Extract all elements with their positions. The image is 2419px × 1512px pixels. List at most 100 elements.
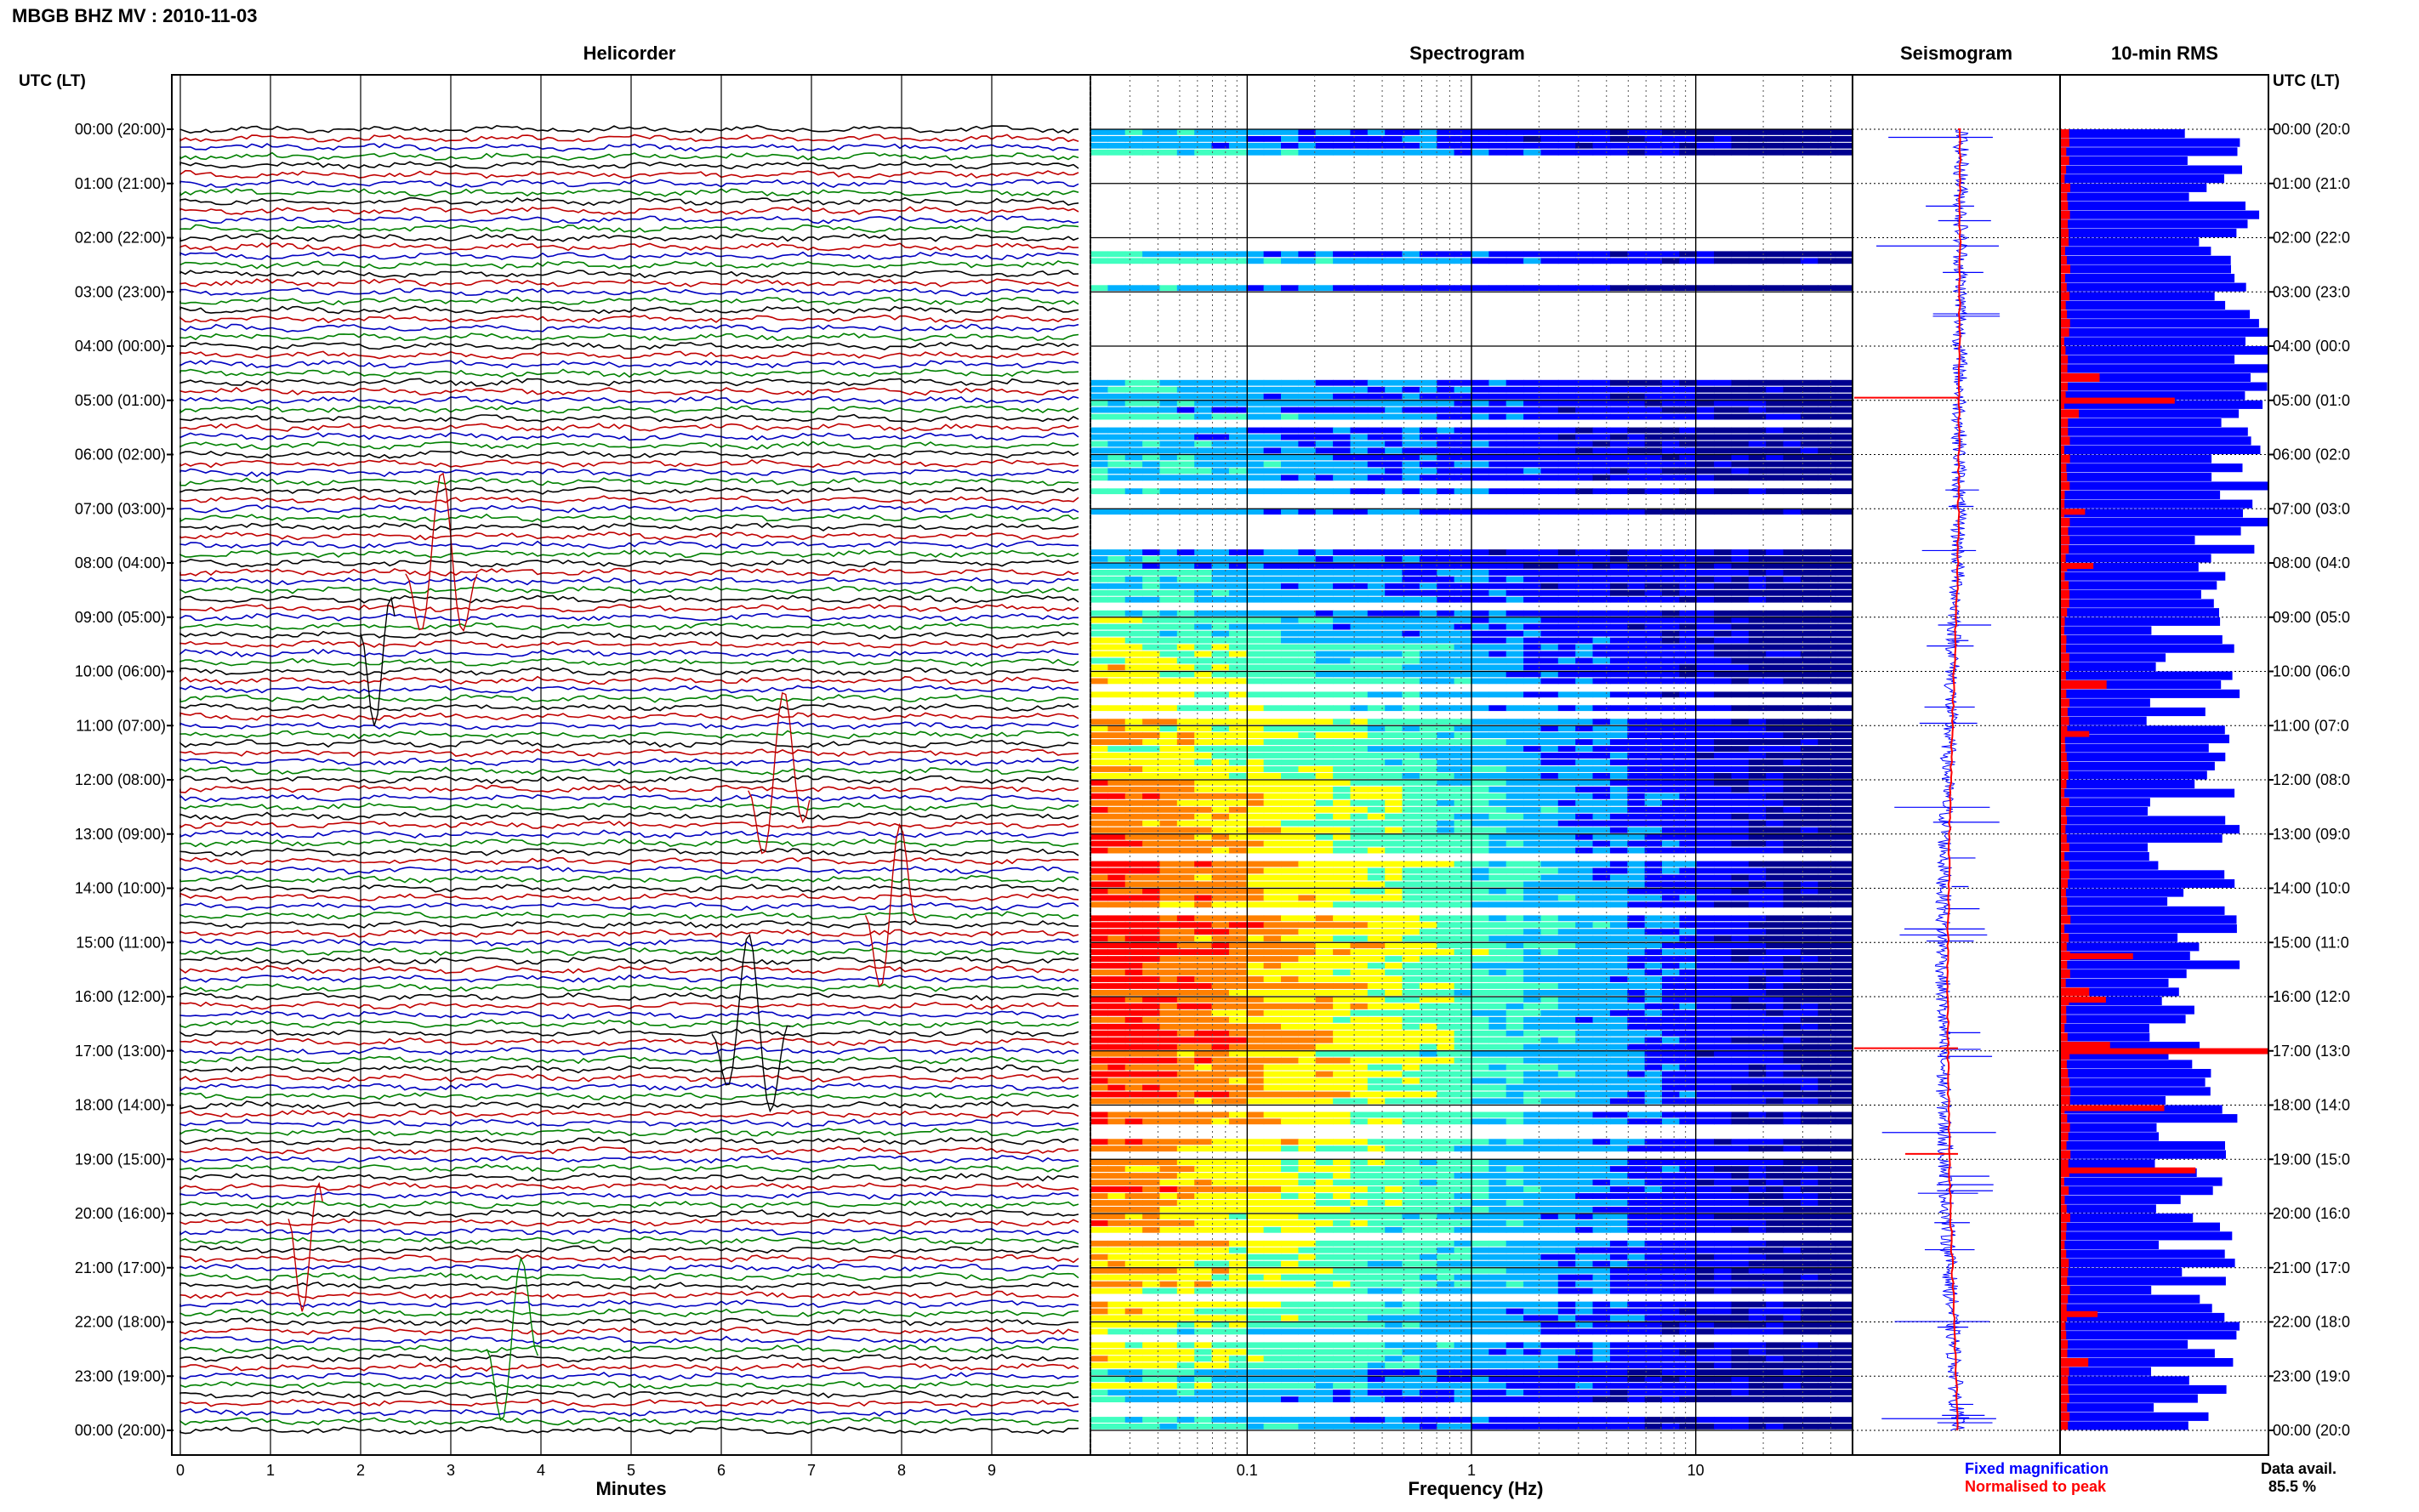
spectrogram-cell — [1592, 1166, 1611, 1172]
spectrogram-cell — [1505, 1098, 1524, 1105]
spectrogram-cell — [1228, 651, 1247, 657]
spectrogram-cell — [1505, 434, 1524, 441]
spectrogram-cell — [1592, 759, 1611, 765]
spectrogram-cell — [1818, 766, 1836, 772]
spectrogram-cell — [1696, 258, 1715, 264]
spectrogram-cell — [1281, 719, 1299, 725]
spectrogram-cell — [1281, 434, 1299, 441]
spectrogram-cell — [1090, 867, 1108, 874]
spectrogram-cell — [1211, 1023, 1230, 1030]
spectrogram-cell — [1263, 610, 1282, 617]
spectrogram-cell — [1090, 1118, 1108, 1125]
spectrogram-cell — [1523, 787, 1542, 793]
spectrogram-cell — [1505, 1077, 1524, 1084]
spectrogram-cell — [1107, 1023, 1126, 1030]
spectrogram-cell — [1419, 719, 1437, 725]
spectrogram-cell — [1523, 874, 1542, 881]
spectrogram-cell — [1454, 1166, 1472, 1172]
spectrogram-cell — [1211, 799, 1230, 806]
spectrogram-cell — [1419, 806, 1437, 813]
spectrogram-cell — [1766, 379, 1784, 386]
spectrogram-cell — [1367, 1091, 1386, 1098]
spectrogram-cell — [1748, 1064, 1767, 1071]
spectrogram-cell — [1228, 434, 1247, 441]
spectrogram-cell — [1575, 563, 1594, 569]
spectrogram-cell — [1609, 1043, 1628, 1050]
spectrogram-cell — [1557, 847, 1576, 854]
spectrogram-cell — [1505, 759, 1524, 765]
spectrogram-cell — [1090, 997, 1108, 1003]
spectrogram-cell — [1748, 1057, 1767, 1064]
spectrogram-cell — [1419, 759, 1437, 765]
spectrogram-cell — [1107, 746, 1126, 752]
spectrogram-cell — [1176, 630, 1195, 637]
spectrogram-cell — [1194, 1193, 1213, 1199]
spectrogram-cell — [1523, 942, 1542, 949]
spectrogram-cell — [1471, 935, 1489, 942]
spectrogram-cell — [1263, 1118, 1282, 1125]
spectrogram-cell — [1350, 596, 1369, 603]
spectrogram-cell — [1315, 285, 1334, 292]
spectrogram-cell — [1298, 691, 1317, 698]
spectrogram-cell — [1505, 1111, 1524, 1118]
spectrogram-cell — [1124, 1003, 1143, 1009]
spectrogram-cell — [1124, 949, 1143, 955]
spectrogram-cell — [1194, 840, 1213, 847]
spectrogram-cell — [1107, 753, 1126, 759]
spectrogram-cell — [1263, 840, 1282, 847]
spectrogram-cell — [1159, 827, 1178, 833]
spectrogram-cell — [1367, 969, 1386, 975]
spectrogram-cell — [1107, 1009, 1126, 1016]
spectrogram-cell — [1298, 766, 1317, 772]
spectrogram-cell — [1402, 576, 1420, 583]
spectrogram-cell — [1627, 393, 1646, 400]
spectrogram-cell — [1281, 942, 1299, 949]
spectrogram-cell — [1402, 895, 1420, 901]
spectrogram-cell — [1731, 1016, 1750, 1023]
spectrogram-cell — [1263, 1186, 1282, 1192]
spectrogram-cell — [1298, 1037, 1317, 1043]
spectrogram-cell — [1523, 766, 1542, 772]
spectrogram-cell — [1627, 1037, 1646, 1043]
spectrogram-cell — [1142, 251, 1161, 258]
spectrogram-cell — [1333, 969, 1352, 975]
spectrogram-cell — [1748, 596, 1767, 603]
spectrogram-cell — [1731, 1214, 1750, 1219]
spectrogram-cell — [1090, 787, 1108, 793]
spectrogram-cell — [1298, 576, 1317, 583]
spectrogram-cell — [1783, 488, 1801, 495]
spectrogram-cell — [1835, 1057, 1853, 1064]
spectrogram-cell — [1263, 285, 1282, 292]
spectrogram-cell — [1350, 136, 1369, 142]
spectrogram-cell — [1748, 136, 1767, 142]
spectrogram-cell — [1350, 732, 1369, 738]
spectrogram-cell — [1488, 1084, 1507, 1091]
spectrogram-cell — [1783, 610, 1801, 617]
spectrogram-cell — [1662, 1207, 1680, 1213]
spectrogram-cell — [1385, 787, 1403, 793]
spectrogram-cell — [1505, 867, 1524, 874]
spectrogram-cell — [1835, 1077, 1853, 1084]
spectrogram-cell — [1662, 149, 1680, 156]
spectrogram-cell — [1385, 1179, 1403, 1185]
spectrogram-cell — [1505, 1200, 1524, 1206]
spectrogram-cell — [1471, 813, 1489, 820]
spectrogram-cell — [1731, 1166, 1750, 1172]
spectrogram-cell — [1540, 136, 1559, 142]
spectrogram-cell — [1714, 1037, 1733, 1043]
spectrogram-cell — [1454, 129, 1472, 135]
spectrogram-cell — [1194, 969, 1213, 975]
spectrogram-cell — [1228, 1023, 1247, 1030]
spectrogram-cell — [1437, 583, 1455, 589]
spectrogram-cell — [1385, 901, 1403, 908]
spectrogram-cell — [1333, 732, 1352, 738]
spectrogram-cell — [1298, 583, 1317, 589]
spectrogram-cell — [1454, 1220, 1472, 1226]
spectrogram-cell — [1385, 922, 1403, 929]
spectrogram-cell — [1800, 766, 1819, 772]
spectrogram-cell — [1194, 610, 1213, 617]
spectrogram-cell — [1800, 1030, 1819, 1037]
spectrogram-cell — [1696, 922, 1715, 929]
spectrogram-cell — [1124, 427, 1143, 434]
spectrogram-cell — [1731, 1077, 1750, 1084]
